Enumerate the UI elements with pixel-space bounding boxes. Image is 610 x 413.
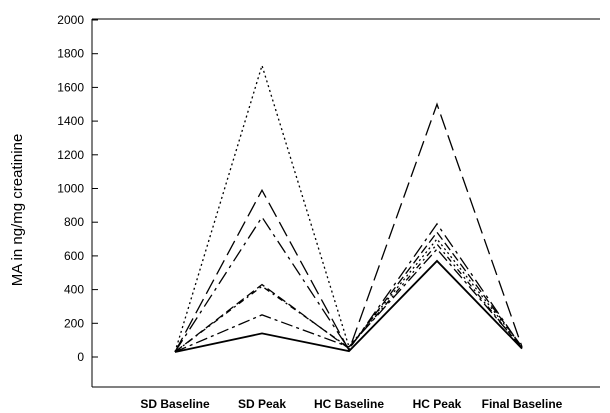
series-lines [174, 63, 523, 353]
y-tick-label: 200 [64, 316, 84, 330]
x-tick-label: SD Baseline [140, 397, 210, 411]
x-tick-label: HC Baseline [314, 397, 384, 411]
y-tick-label: 1600 [57, 80, 84, 94]
series-line-6 [174, 248, 523, 353]
y-tick-label: 0 [77, 350, 84, 364]
series-line-4 [174, 231, 523, 353]
x-tick-label: SD Peak [238, 397, 286, 411]
y-ticks: 0 200 400 600 800 1000 1200 1400 1600 1800 2000 [57, 13, 98, 364]
y-tick-label: 1200 [57, 148, 84, 162]
series-line-2 [174, 102, 523, 353]
x-tick-label: HC Peak [413, 397, 462, 411]
series-line-5 [174, 243, 523, 353]
x-tick-label: Final Baseline [482, 397, 563, 411]
y-tick-label: 1800 [57, 47, 84, 61]
series-line-3 [174, 215, 523, 353]
y-tick-label: 400 [64, 283, 84, 297]
y-tick-label: 1400 [57, 114, 84, 128]
y-tick-label: 600 [64, 249, 84, 263]
x-tick-labels: SD Baseline SD Peak HC Baseline HC Peak Fina… [140, 397, 562, 411]
y-tick-label: 2000 [57, 13, 84, 27]
series-line-1 [174, 63, 523, 353]
y-tick-label: 1000 [57, 182, 84, 196]
series-line-7 [174, 259, 523, 353]
y-axis-label: MA in ng/mg creatinine [9, 134, 26, 287]
y-tick-label: 800 [64, 215, 84, 229]
axes [91, 18, 600, 388]
